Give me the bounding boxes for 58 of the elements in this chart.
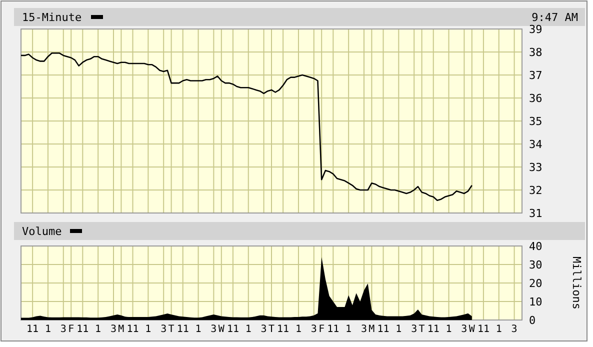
y-tick-label: 31	[529, 207, 542, 220]
x-tick-label: F	[318, 324, 325, 335]
x-tick-label: W	[218, 324, 226, 335]
x-tick-label: 3	[411, 324, 418, 335]
x-tick-label: 3	[110, 324, 117, 335]
x-tick-label: T	[168, 324, 174, 335]
y-tick-label: 39	[529, 23, 542, 36]
y-axis-title: Millions	[570, 256, 583, 310]
x-tick-label: M	[118, 324, 124, 335]
x-tick-label: 11	[226, 324, 239, 335]
y-tick-label: 37	[529, 69, 542, 82]
x-tick-label: 11	[26, 324, 39, 335]
y-tick-label: 40	[529, 240, 542, 253]
legend-label: Volume	[22, 225, 62, 238]
y-tick-label: 36	[529, 92, 542, 105]
x-tick-label: 3	[310, 324, 317, 335]
x-tick-label: 11	[76, 324, 89, 335]
y-tick-label: 32	[529, 184, 542, 197]
x-tick-label: T	[418, 324, 425, 335]
y-tick-label: 10	[529, 296, 542, 308]
x-tick-label: 11	[126, 324, 139, 335]
x-tick-label: 1	[446, 324, 452, 335]
x-tick-label: 3	[360, 324, 368, 335]
x-tick-label: 1	[295, 324, 302, 335]
x-tick-label: 1	[44, 324, 51, 335]
y-tick-label: 0	[529, 314, 536, 327]
y-tick-label: 38	[529, 46, 542, 59]
line-series	[20, 52, 473, 201]
x-tick-label: 11	[427, 324, 440, 335]
y-tick-label: 35	[529, 115, 542, 128]
y-tick-label: 33	[529, 161, 542, 174]
x-tick-label: 1	[346, 324, 352, 335]
x-tick-label: 11	[327, 324, 340, 335]
y-tick-label: 30	[529, 258, 542, 272]
x-tick-label: 1	[396, 324, 402, 335]
x-tick-label: 11	[176, 324, 189, 335]
x-tick-label: M	[368, 324, 375, 335]
x-tick-label: 11	[277, 324, 290, 335]
x-tick-label: F	[68, 324, 74, 335]
x-tick-label: 11	[377, 324, 390, 335]
x-tick-label: W	[468, 324, 476, 335]
x-tick-label: 1	[496, 324, 502, 335]
x-tick-label: 11	[477, 324, 490, 335]
y-tick-label: 20	[529, 277, 542, 290]
x-tick-label: 1	[95, 324, 102, 335]
x-tick-label: 1	[245, 324, 252, 335]
x-tick-label: 1	[145, 324, 152, 335]
legend-label: 15-Minute	[22, 11, 82, 24]
x-tick-label: 3	[260, 324, 267, 335]
x-tick-label: 3	[160, 324, 167, 335]
x-tick-label: 3	[210, 324, 217, 335]
x-tick-label: 1	[195, 324, 202, 335]
x-tick-label: 3	[461, 324, 468, 335]
x-tick-label: T	[268, 324, 275, 335]
y-tick-label: 34	[529, 138, 543, 151]
x-tick-label: 3	[511, 324, 518, 335]
x-tick-label: 3	[60, 324, 66, 335]
text: 9:47 AM	[532, 11, 578, 24]
